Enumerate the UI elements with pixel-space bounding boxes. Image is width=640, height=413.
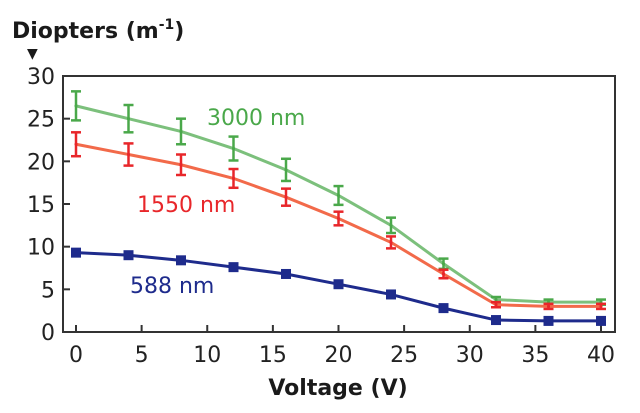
series-label-588nm: 588 nm bbox=[130, 274, 214, 299]
data-point bbox=[442, 272, 445, 276]
y-axis-arrow-icon: ▼ bbox=[27, 46, 38, 62]
y-axis: 0 5 10 15 20 25 30 bbox=[27, 65, 70, 346]
data-point bbox=[599, 304, 603, 308]
data-point bbox=[596, 315, 606, 326]
chart-title: Diopters (m-1) bbox=[12, 17, 184, 44]
data-point bbox=[123, 250, 134, 261]
data-point bbox=[281, 268, 291, 279]
x-tick-label: 30 bbox=[456, 343, 484, 368]
data-point bbox=[337, 217, 340, 221]
chart-title-close: ) bbox=[174, 19, 184, 44]
data-point bbox=[127, 153, 130, 157]
x-axis-label: Voltage (V) bbox=[268, 376, 407, 401]
x-tick-label: 15 bbox=[259, 343, 287, 368]
data-point bbox=[74, 142, 78, 146]
x-tick-label: 10 bbox=[193, 343, 221, 368]
x-tick-label: 5 bbox=[135, 343, 149, 368]
chart-title-sup: -1 bbox=[159, 17, 175, 33]
x-tick-label: 35 bbox=[521, 343, 549, 368]
x-axis: 0 5 10 15 20 25 30 35 40 bbox=[69, 325, 615, 368]
y-tick-label: 5 bbox=[41, 278, 55, 303]
data-point bbox=[333, 279, 344, 290]
data-point bbox=[438, 303, 449, 314]
data-point bbox=[337, 193, 340, 197]
series-588-nm bbox=[71, 247, 606, 326]
data-point bbox=[232, 147, 235, 151]
data-point bbox=[228, 262, 239, 273]
series-label-1550nm: 1550 nm bbox=[137, 193, 235, 218]
data-point bbox=[442, 262, 445, 266]
data-point bbox=[389, 223, 393, 227]
y-tick-label: 25 bbox=[27, 108, 55, 133]
chart-title-main: Diopters (m bbox=[12, 19, 159, 44]
series-1550-nm bbox=[71, 131, 606, 311]
y-tick-label: 10 bbox=[27, 236, 55, 261]
y-tick-label: 20 bbox=[27, 150, 55, 175]
data-point bbox=[179, 129, 183, 133]
x-tick-label: 20 bbox=[325, 343, 353, 368]
x-tick-label: 25 bbox=[390, 343, 418, 368]
series-layer bbox=[71, 90, 606, 326]
data-point bbox=[491, 315, 501, 326]
y-tick-label: 30 bbox=[27, 65, 55, 90]
data-point bbox=[179, 163, 183, 167]
data-point bbox=[284, 168, 288, 172]
x-tick-label: 40 bbox=[587, 343, 615, 368]
data-point bbox=[127, 117, 130, 121]
data-point bbox=[547, 304, 550, 308]
data-point bbox=[284, 195, 288, 199]
series-label-3000nm: 3000 nm bbox=[207, 106, 305, 131]
data-point bbox=[386, 289, 396, 300]
data-point bbox=[176, 255, 186, 266]
data-point bbox=[543, 315, 554, 326]
data-point bbox=[74, 104, 78, 108]
data-point bbox=[232, 176, 235, 180]
y-tick-label: 15 bbox=[27, 193, 55, 218]
y-tick-label: 0 bbox=[41, 321, 55, 346]
x-tick-label: 0 bbox=[69, 343, 83, 368]
data-point bbox=[494, 303, 498, 307]
data-point bbox=[494, 298, 498, 302]
data-point bbox=[71, 247, 81, 258]
data-point bbox=[389, 240, 393, 244]
